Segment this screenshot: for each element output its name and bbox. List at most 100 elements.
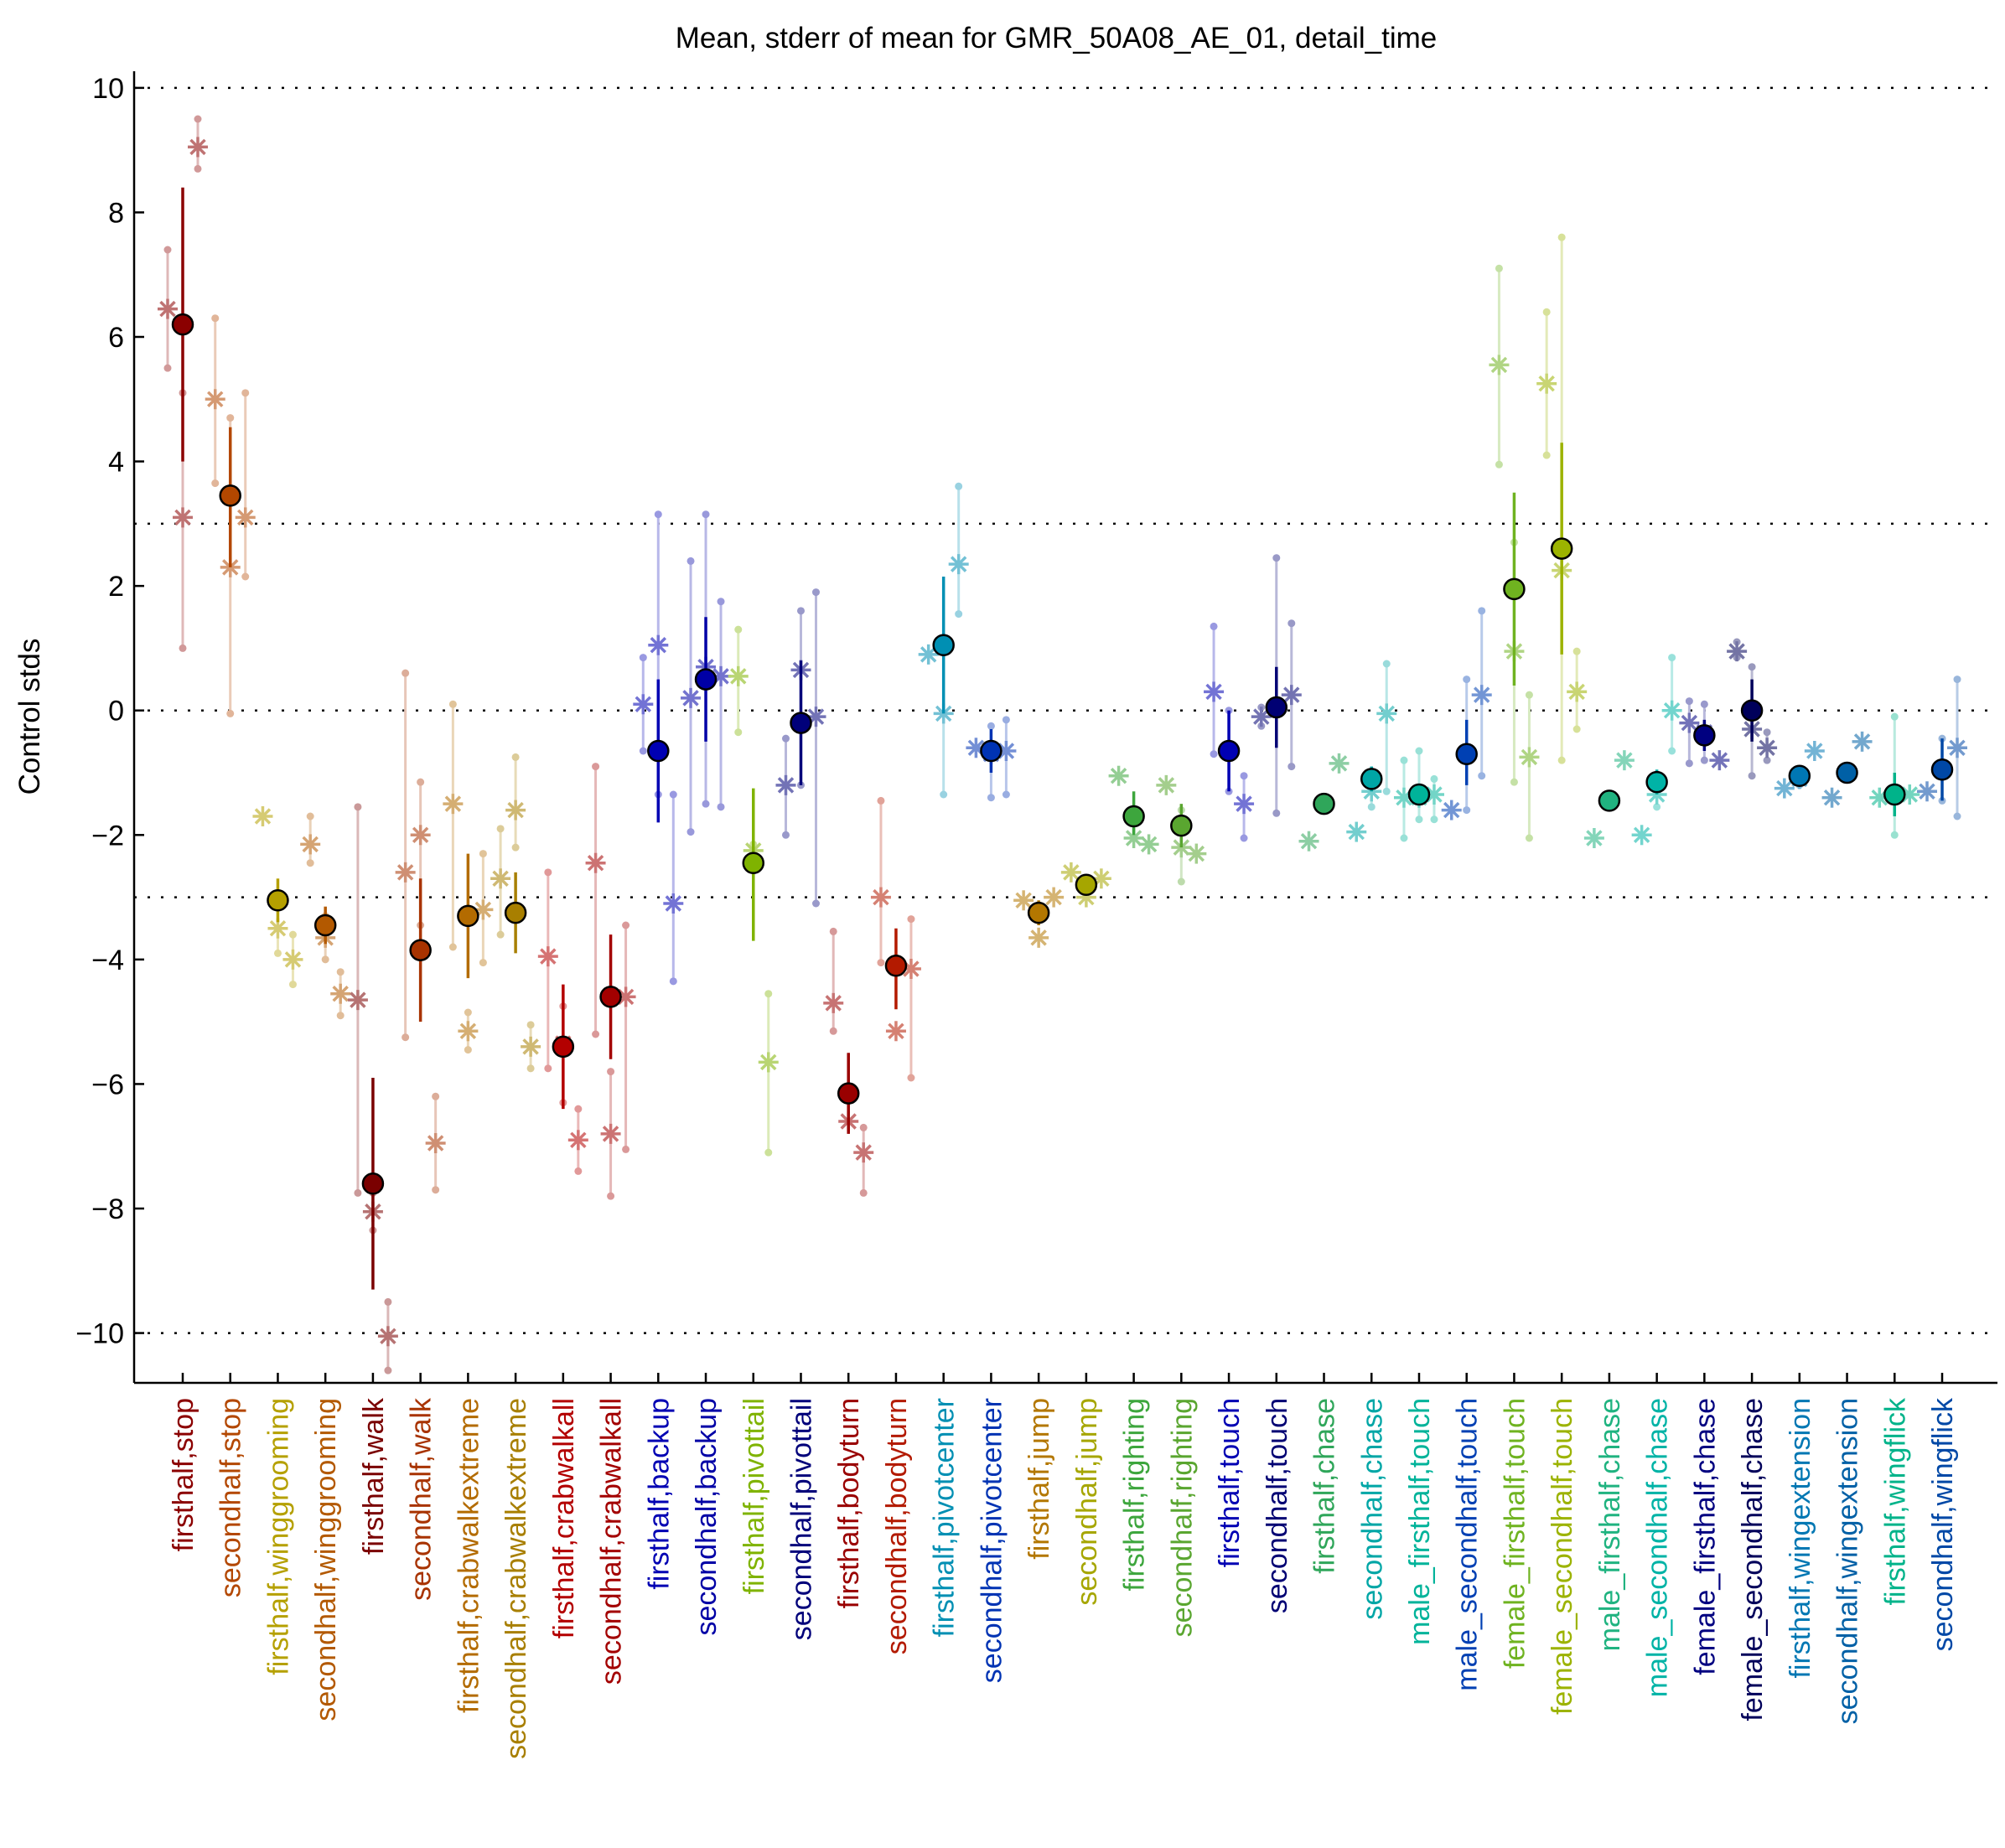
replicate-range-dot xyxy=(907,1074,915,1082)
replicate-marker xyxy=(1727,641,1748,662)
y-tick-label: 2 xyxy=(108,571,124,603)
mean-marker xyxy=(1360,768,1383,790)
replicate-marker xyxy=(300,834,321,855)
replicate-marker xyxy=(758,1052,779,1073)
category-group xyxy=(1204,622,1255,842)
x-tick-label: secondhalf,pivotcenter xyxy=(976,1398,1008,1683)
replicate-marker xyxy=(1346,821,1367,842)
x-tick-label: firsthalf,backup xyxy=(643,1398,675,1590)
reference-lines xyxy=(134,86,1997,1334)
replicate-marker xyxy=(1899,784,1920,805)
replicate-range-dot xyxy=(734,728,743,737)
replicate-range-dot xyxy=(877,959,885,967)
category-group xyxy=(918,482,969,799)
mean-marker xyxy=(1883,783,1906,806)
category-group xyxy=(1108,765,1159,855)
replicate-range-dot xyxy=(764,1148,773,1157)
x-tick-label: secondhalf,walk xyxy=(406,1397,438,1601)
x-tick-label: firsthalf,crabwalkall xyxy=(548,1398,580,1638)
replicate-range-dot xyxy=(1400,756,1408,764)
replicate-marker xyxy=(425,1133,446,1153)
replicate-marker xyxy=(282,949,303,970)
replicate-marker xyxy=(1583,828,1604,848)
mean-marker xyxy=(647,739,670,763)
replicate-range-dot xyxy=(496,930,505,939)
replicate-marker xyxy=(1536,373,1557,394)
x-tick-label: firsthalf,jump xyxy=(1023,1398,1055,1560)
y-tick-label: −4 xyxy=(91,945,124,976)
replicate-range-dot xyxy=(796,607,805,615)
replicate-range-dot xyxy=(1748,663,1756,671)
replicate-range-dot xyxy=(448,700,457,708)
replicate-marker xyxy=(521,1036,541,1057)
replicate-range-dot xyxy=(1953,676,1961,684)
replicate-range-dot xyxy=(781,734,790,743)
x-tick-label: firsthalf,winggrooming xyxy=(262,1398,294,1675)
replicate-range-dot xyxy=(607,1192,615,1200)
replicate-range-dot xyxy=(877,796,885,805)
replicate-range-dot xyxy=(781,831,790,839)
mean-marker xyxy=(694,668,718,691)
mean-marker xyxy=(1170,814,1193,837)
replicate-range-dot xyxy=(1700,700,1708,708)
replicate-range-dot xyxy=(163,364,172,372)
mean-marker xyxy=(1217,739,1241,763)
x-tick-label: female_firsthalf,touch xyxy=(1499,1398,1531,1669)
replicate-range-dot xyxy=(306,812,314,820)
replicate-range-dot xyxy=(496,825,505,833)
replicate-range-dot xyxy=(1525,691,1533,699)
x-tick-label: secondhalf,crabwalkextreme xyxy=(500,1398,532,1759)
x-tick-label: firsthalf,stop xyxy=(168,1398,199,1551)
replicate-range-dot xyxy=(211,314,220,323)
replicate-marker xyxy=(728,665,749,686)
replicate-range-dot xyxy=(306,859,314,867)
replicate-range-dot xyxy=(1382,660,1391,668)
replicate-marker xyxy=(870,887,891,908)
replicate-range-dot xyxy=(1478,772,1486,780)
replicate-range-dot xyxy=(1240,834,1248,842)
replicate-marker xyxy=(1489,355,1510,375)
replicate-marker xyxy=(1108,765,1129,786)
category-group xyxy=(537,868,588,1175)
replicate-marker xyxy=(1661,700,1682,721)
x-tick-label: firsthalf,crabwalkextreme xyxy=(453,1398,484,1713)
x-tick-label: female_secondhalf,touch xyxy=(1546,1398,1578,1715)
replicate-marker xyxy=(1821,787,1842,808)
mean-marker xyxy=(1027,901,1050,924)
mean-marker xyxy=(1598,789,1621,812)
replicate-range-dot xyxy=(1210,750,1218,758)
mean-marker xyxy=(219,484,241,507)
replicate-range-dot xyxy=(226,414,235,422)
category-group xyxy=(252,806,303,989)
replicate-range-dot xyxy=(179,644,187,652)
replicate-range-dot xyxy=(955,610,963,619)
replicate-range-dot xyxy=(544,868,552,877)
replicate-marker xyxy=(158,298,178,319)
replicate-marker xyxy=(347,990,368,1011)
mean-marker xyxy=(1693,724,1716,747)
x-tick-label: female_firsthalf,chase xyxy=(1689,1398,1721,1675)
x-tick-label: male_secondhalf,chase xyxy=(1642,1398,1674,1697)
x-tick-label: firsthalf,pivotcenter xyxy=(929,1398,961,1637)
replicate-range-dot xyxy=(1557,233,1566,241)
mean-marker xyxy=(1503,577,1526,601)
y-tick-label: 6 xyxy=(108,322,124,354)
replicate-range-dot xyxy=(432,1186,440,1194)
y-tick-label: 0 xyxy=(108,696,124,727)
replicate-range-dot xyxy=(607,1068,615,1076)
x-tick-label: firsthalf,touch xyxy=(1214,1398,1246,1567)
replicate-marker xyxy=(1156,774,1177,795)
category-group xyxy=(966,716,1017,802)
x-tick-label: secondhalf,wingflick xyxy=(1927,1397,1959,1651)
replicate-range-dot xyxy=(592,763,600,771)
replicate-range-dot xyxy=(859,1188,868,1197)
mean-marker xyxy=(1930,758,1954,781)
replicate-marker xyxy=(490,868,511,889)
mean-marker xyxy=(171,313,194,336)
replicate-range-dot xyxy=(1463,806,1471,815)
x-tick-label: secondhalf,touch xyxy=(1262,1398,1293,1613)
replicate-range-dot xyxy=(1748,772,1756,780)
replicate-marker xyxy=(1013,890,1034,911)
category-group xyxy=(1156,774,1207,886)
replicate-range-dot xyxy=(336,1012,345,1020)
